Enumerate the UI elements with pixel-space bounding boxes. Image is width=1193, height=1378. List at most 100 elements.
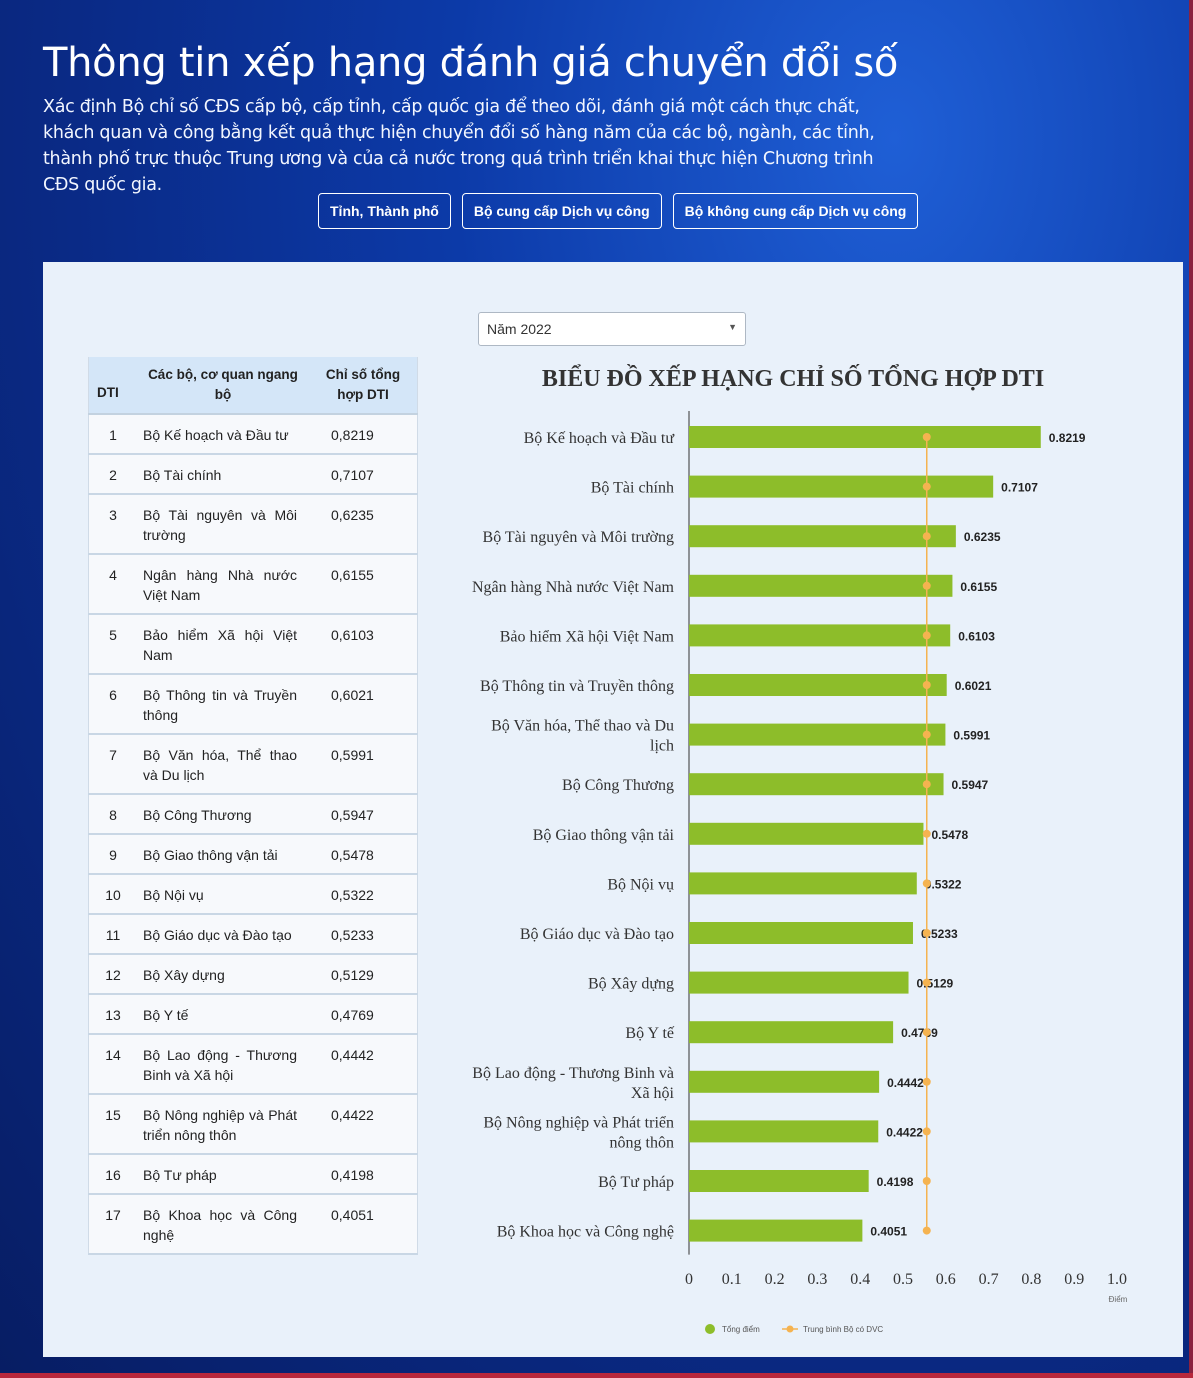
legend-swatch-total[interactable] (705, 1324, 715, 1334)
table-row[interactable]: 9 Bộ Giao thông vận tải 0,5478 (88, 834, 418, 875)
average-point[interactable] (922, 1077, 931, 1086)
data-label: 0.6155 (960, 580, 997, 594)
data-label: 0.4442 (887, 1076, 924, 1090)
cell-name: Ngân hàng Nhà nước Việt Nam (137, 554, 309, 615)
bar-14[interactable] (689, 1070, 880, 1093)
bar-1[interactable] (689, 426, 1041, 448)
column-header-rank[interactable]: DTI (88, 357, 137, 415)
cell-name: Bộ Giáo dục và Đào tạo (137, 914, 309, 955)
table-row[interactable]: 17 Bộ Khoa học và Công nghệ 0,4051 (88, 1194, 418, 1255)
average-point[interactable] (922, 929, 931, 937)
legend-swatch-average[interactable] (786, 1325, 794, 1333)
average-point[interactable] (922, 829, 931, 838)
table-row[interactable]: 5 Bảo hiểm Xã hội Việt Nam 0,6103 (88, 614, 418, 675)
average-point[interactable] (922, 681, 931, 689)
bar-5[interactable] (689, 624, 951, 647)
bar-10[interactable] (689, 872, 917, 895)
x-axis-label: Điểm (1109, 1295, 1128, 1304)
category-label: Bộ Lao động - Thương Binh và Xã hội (472, 1065, 674, 1102)
table-row[interactable]: 14 Bộ Lao động - Thương Binh và Xã hội 0,4… (88, 1034, 418, 1095)
bar-15[interactable] (689, 1120, 879, 1143)
cell-name: Bộ Khoa học và Công nghệ (137, 1194, 309, 1255)
average-point[interactable] (922, 730, 931, 739)
x-tick-label: 0.4 (850, 1271, 870, 1288)
average-point[interactable] (922, 581, 931, 590)
bar-12[interactable] (689, 971, 909, 994)
cell-name: Bộ Xây dựng (137, 954, 309, 995)
average-point[interactable] (922, 1127, 931, 1136)
table-row[interactable]: 13 Bộ Y tế 0,4769 (88, 994, 418, 1035)
cell-name: Bộ Nông nghiệp và Phát triển nông thôn (137, 1094, 309, 1155)
table-row[interactable]: 10 Bộ Nội vụ 0,5322 (88, 874, 418, 915)
average-point[interactable] (922, 482, 931, 491)
average-point[interactable] (922, 978, 931, 987)
cell-rank: 4 (88, 554, 137, 615)
table-row[interactable]: 11 Bộ Giáo dục và Đào tạo 0,5233 (88, 914, 418, 955)
table-row[interactable]: 6 Bộ Thông tin và Truyền thông 0,6021 (88, 674, 418, 735)
cell-value: 0,4198 (309, 1154, 418, 1195)
tab-provinces[interactable]: Tỉnh, Thành phố (318, 193, 451, 229)
column-header-name[interactable]: Các bộ, cơ quan ngang bộ (137, 357, 309, 415)
average-point[interactable] (922, 780, 931, 789)
bar-11[interactable] (689, 922, 913, 944)
data-label: 0.5947 (952, 778, 989, 792)
data-label: 0.5129 (917, 977, 954, 991)
category-label: Bộ Tư pháp (598, 1174, 674, 1191)
column-header-value[interactable]: Chỉ số tổng hợp DTI (309, 357, 418, 415)
table-row[interactable]: 8 Bộ Công Thương 0,5947 (88, 794, 418, 835)
cell-rank: 7 (88, 734, 137, 795)
cell-value: 0,6021 (309, 674, 418, 735)
bar-16[interactable] (689, 1170, 869, 1192)
table-row[interactable]: 2 Bộ Tài chính 0,7107 (88, 454, 418, 495)
bottom-edge-stripe (0, 1373, 1193, 1378)
bar-3[interactable] (689, 525, 956, 548)
bar-2[interactable] (689, 475, 994, 498)
average-point[interactable] (922, 1177, 931, 1185)
cell-name: Bộ Lao động - Thương Binh và Xã hội (137, 1034, 309, 1095)
average-point[interactable] (922, 1226, 931, 1235)
data-label: 0.4422 (886, 1125, 923, 1139)
cell-value: 0,5947 (309, 794, 418, 835)
tab-ministries-with-public-services[interactable]: Bộ cung cấp Dịch vụ công (461, 193, 662, 229)
data-label: 0.4198 (877, 1175, 914, 1189)
year-select-value: Năm 2022 (487, 321, 552, 337)
data-label: 0.6235 (964, 530, 1001, 544)
table-row[interactable]: 7 Bộ Văn hóa, Thể thao và Du lịch 0,5991 (88, 734, 418, 795)
average-point[interactable] (922, 433, 931, 441)
category-label: Bộ Y tế (625, 1025, 674, 1042)
cell-rank: 3 (88, 494, 137, 555)
table-row[interactable]: 1 Bộ Kế hoạch và Đầu tư 0,8219 (88, 414, 418, 455)
category-label: Bộ Nội vụ (607, 876, 674, 893)
table-row[interactable]: 12 Bộ Xây dựng 0,5129 (88, 954, 418, 995)
table-row[interactable]: 4 Ngân hàng Nhà nước Việt Nam 0,6155 (88, 554, 418, 615)
table-row[interactable]: 15 Bộ Nông nghiệp và Phát triển nông thôn… (88, 1094, 418, 1155)
average-point[interactable] (922, 631, 931, 640)
cell-rank: 2 (88, 454, 137, 495)
x-tick-label: 0.7 (979, 1271, 999, 1288)
bar-13[interactable] (689, 1021, 894, 1044)
average-point[interactable] (922, 879, 931, 888)
bar-6[interactable] (689, 674, 947, 696)
bar-8[interactable] (689, 773, 944, 796)
cell-value: 0,6155 (309, 554, 418, 615)
ranking-table: DTI Các bộ, cơ quan ngang bộ Chỉ số tổng… (88, 357, 418, 1255)
tab-ministries-without-public-services[interactable]: Bộ không cung cấp Dịch vụ công (672, 193, 919, 229)
average-point[interactable] (922, 532, 931, 541)
x-tick-label: 0.6 (936, 1271, 956, 1288)
x-tick-label: 0.9 (1064, 1271, 1084, 1288)
year-select[interactable]: Năm 2022 ▼ (478, 312, 746, 346)
cell-name: Bảo hiểm Xã hội Việt Nam (137, 614, 309, 675)
cell-rank: 1 (88, 414, 137, 455)
chart-title: BIỂU ĐỒ XẾP HẠNG CHỈ SỐ TỔNG HỢP DTI (541, 366, 1045, 392)
bar-17[interactable] (689, 1219, 863, 1242)
average-point[interactable] (922, 1028, 931, 1037)
data-label: 0.6021 (955, 679, 992, 693)
table-row[interactable]: 16 Bộ Tư pháp 0,4198 (88, 1154, 418, 1195)
cell-value: 0,8219 (309, 414, 418, 455)
cell-rank: 12 (88, 954, 137, 995)
bar-9[interactable] (689, 822, 924, 845)
cell-name: Bộ Thông tin và Truyền thông (137, 674, 309, 735)
bar-4[interactable] (689, 574, 953, 597)
table-row[interactable]: 3 Bộ Tài nguyên và Môi trường 0,6235 (88, 494, 418, 555)
bar-7[interactable] (689, 723, 946, 746)
